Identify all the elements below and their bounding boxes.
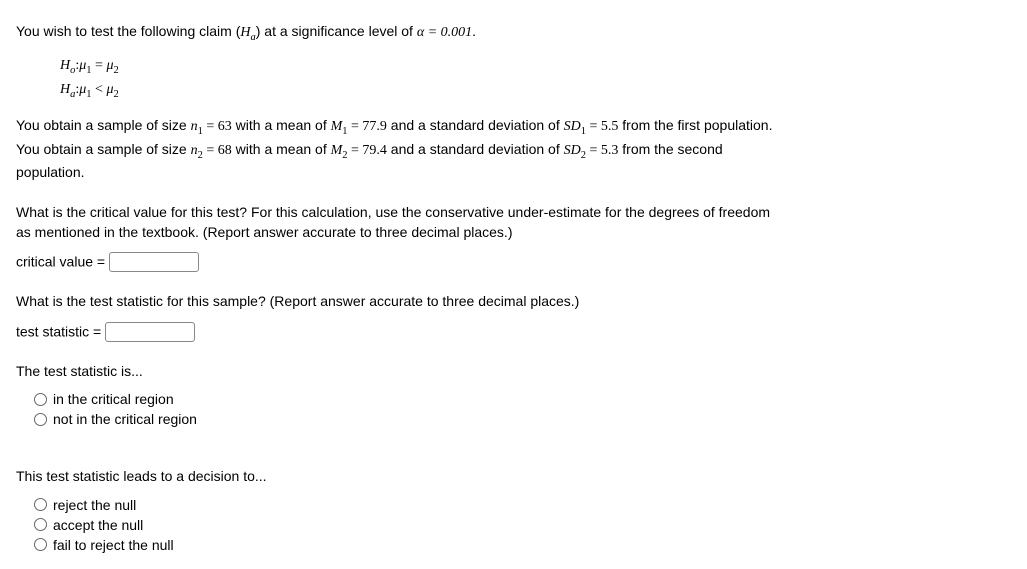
critical-value-line: critical value = xyxy=(16,252,1011,272)
intro-prefix: You wish to test the following claim ( xyxy=(16,23,240,39)
st-t2: with a mean of xyxy=(232,117,331,133)
hypothesis-alt: Ha:μ1 < μ2 xyxy=(60,79,1011,102)
radio-icon xyxy=(34,413,47,426)
ha-lt: < xyxy=(92,82,107,97)
decision-option-accept-label: accept the null xyxy=(53,517,143,533)
h0-H: H xyxy=(60,58,70,73)
decision-option-fail[interactable]: fail to reject the null xyxy=(34,537,1011,553)
alpha-eq: α = 0.001 xyxy=(417,25,472,40)
st-m1eq: = 77.9 xyxy=(348,119,387,134)
region-options: in the critical region not in the critic… xyxy=(34,391,1011,427)
test-statistic-input[interactable] xyxy=(105,322,195,342)
decision-question-stem: This test statistic leads to a decision … xyxy=(16,467,776,487)
radio-icon xyxy=(34,538,47,551)
region-option-in-label: in the critical region xyxy=(53,391,174,407)
st-n1: n xyxy=(191,119,198,134)
st-n1eq: = 63 xyxy=(203,119,232,134)
st-t1: You obtain a sample of size xyxy=(16,117,191,133)
st-t5: with a mean of xyxy=(232,141,331,157)
st-m2: M xyxy=(331,143,343,158)
critical-value-label: critical value = xyxy=(16,254,105,270)
st-sd2eq: = 5.3 xyxy=(586,143,618,158)
h0-eq: = xyxy=(92,58,107,73)
critical-value-input[interactable] xyxy=(109,252,199,272)
h0-s2: 2 xyxy=(113,65,118,76)
ha-s2: 2 xyxy=(113,89,118,100)
st-sd2: SD xyxy=(564,143,581,158)
st-n2eq: = 68 xyxy=(203,143,232,158)
critical-value-question: What is the critical value for this test… xyxy=(16,203,776,242)
test-statistic-question: What is the test statistic for this samp… xyxy=(16,292,776,312)
decision-option-accept[interactable]: accept the null xyxy=(34,517,1011,533)
sample-info-text: You obtain a sample of size n1 = 63 with… xyxy=(16,116,776,183)
intro-mid: ) at a significance level of xyxy=(256,23,417,39)
radio-icon xyxy=(34,518,47,531)
region-option-not-in[interactable]: not in the critical region xyxy=(34,411,1011,427)
st-m1: M xyxy=(331,119,343,134)
hypotheses-block: Ho:μ1 = μ2 Ha:μ1 < μ2 xyxy=(60,55,1011,102)
decision-options: reject the null accept the null fail to … xyxy=(34,497,1011,553)
test-statistic-label: test statistic = xyxy=(16,323,101,339)
decision-option-fail-label: fail to reject the null xyxy=(53,537,174,553)
region-option-not-in-label: not in the critical region xyxy=(53,411,197,427)
st-t3: and a standard deviation of xyxy=(387,117,564,133)
hypothesis-null: Ho:μ1 = μ2 xyxy=(60,55,1011,78)
st-m2eq: = 79.4 xyxy=(348,143,387,158)
region-option-in[interactable]: in the critical region xyxy=(34,391,1011,407)
radio-icon xyxy=(34,498,47,511)
test-statistic-line: test statistic = xyxy=(16,322,1011,342)
st-sd1eq: = 5.5 xyxy=(586,119,618,134)
intro-period: . xyxy=(472,23,476,39)
decision-option-reject[interactable]: reject the null xyxy=(34,497,1011,513)
st-sd1: SD xyxy=(564,119,581,134)
ha-H2: H xyxy=(60,82,70,97)
st-n2: n xyxy=(191,143,198,158)
ha-H: H xyxy=(240,25,250,40)
radio-icon xyxy=(34,393,47,406)
decision-option-reject-label: reject the null xyxy=(53,497,136,513)
region-question-stem: The test statistic is... xyxy=(16,362,776,382)
intro-text: You wish to test the following claim (Ha… xyxy=(16,22,776,45)
st-t6: and a standard deviation of xyxy=(387,141,564,157)
